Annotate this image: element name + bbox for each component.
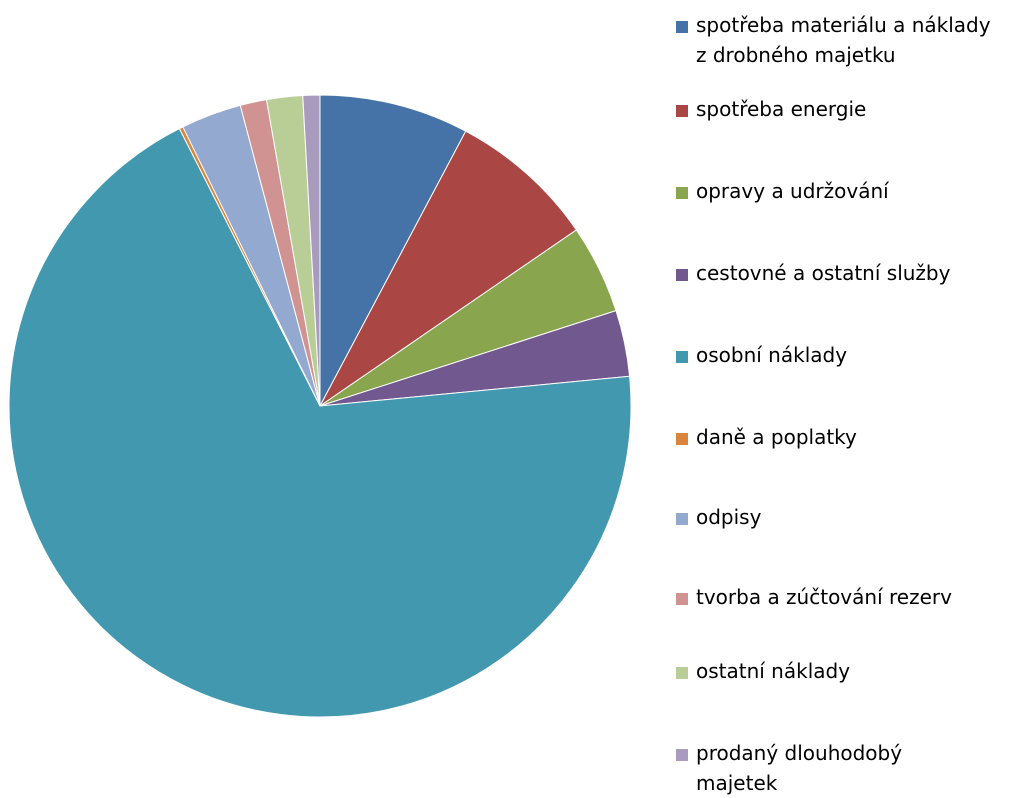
legend-label: spotřeba materiálu a náklady z drobného … (696, 13, 991, 67)
legend-swatch (676, 749, 688, 761)
legend-swatch (676, 667, 688, 679)
legend-label: osobní náklady (696, 343, 848, 367)
legend-swatch (676, 269, 688, 281)
pie-slice-4 (8, 127, 632, 718)
legend: spotřeba materiálu a náklady z drobného … (676, 0, 1012, 796)
pie-slice-1 (319, 130, 578, 407)
legend-swatch (676, 433, 688, 445)
legend-label: odpisy (696, 505, 762, 529)
legend-swatch (676, 593, 688, 605)
pie-slice-0 (319, 94, 467, 407)
pie-slice-9 (302, 94, 321, 407)
legend-swatch (676, 187, 688, 199)
legend-label: prodaný dlouhodobý majetek (696, 741, 903, 795)
legend-label: spotřeba energie (696, 97, 867, 121)
pie-plot (8, 94, 632, 718)
legend-swatch (676, 21, 688, 33)
legend-label: tvorba a zúčtování rezerv (696, 585, 952, 609)
legend-swatch (676, 105, 688, 117)
legend-label: ostatní náklady (696, 659, 851, 683)
legend-label: opravy a udržování (696, 179, 889, 203)
legend-swatch (676, 351, 688, 363)
legend-swatch (676, 513, 688, 525)
legend-label: cestovné a ostatní služby (696, 261, 951, 285)
legend-label: daně a poplatky (696, 425, 857, 449)
